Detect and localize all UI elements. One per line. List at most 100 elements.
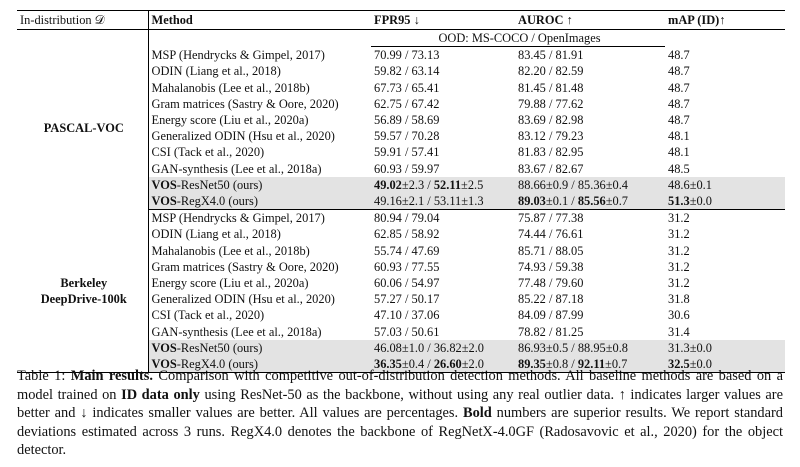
map-cell: 48.6±0.1 xyxy=(665,176,785,194)
table-row: CSI (Tack et al., 2020) 59.91 / 57.41 81… xyxy=(17,144,785,160)
auroc-cell: 83.45 / 81.91 xyxy=(518,48,584,63)
table-row: Mahalanobis (Lee et al., 2018b) 55.74 / … xyxy=(17,243,785,259)
fpr-cell: 60.06 / 54.97 xyxy=(374,276,440,291)
map-cell: 48.7 xyxy=(668,64,690,79)
caption-label: Table 1: xyxy=(17,368,66,384)
table-row: Generalized ODIN (Hsu et al., 2020) 59.5… xyxy=(17,128,785,144)
table-header-row: In-distribution 𝒟 Method FPR95 ↓ AUROC ↑… xyxy=(17,10,785,30)
table-row: Berkeley DeepDrive-100k MSP (Hendrycks &… xyxy=(17,209,785,374)
auroc-cell: 74.93 / 59.38 xyxy=(518,259,584,274)
method-cell: ODIN (Liang et al., 2018) xyxy=(151,227,281,242)
fpr-cell: 60.93 / 59.97 xyxy=(374,161,440,176)
fpr-cell: 56.89 / 58.69 xyxy=(374,113,440,128)
fpr-cell: 46.08±1.0 / 36.82±2.0 xyxy=(371,339,515,357)
map-cell: 48.1 xyxy=(668,145,690,160)
auroc-cell: 89.35±0.8 / 92.11±0.7 xyxy=(515,356,665,374)
auroc-cell: 75.87 / 77.38 xyxy=(518,211,584,226)
group-label-pascal-voc: PASCAL-VOC xyxy=(17,46,149,210)
auroc-cell: 88.66±0.9 / 85.36±0.4 xyxy=(515,176,665,194)
map-cell: 30.6 xyxy=(668,308,690,323)
caption-bold: ID data only xyxy=(121,386,200,403)
table-row: Mahalanobis (Lee et al., 2018b) 67.73 / … xyxy=(17,80,785,96)
map-cell: 48.5 xyxy=(668,161,690,176)
table-caption: Table 1: Main results. Comparison with c… xyxy=(17,367,783,460)
method-cell: MSP (Hendrycks & Gimpel, 2017) xyxy=(151,47,325,62)
header-in-distribution: In-distribution 𝒟 xyxy=(17,10,149,30)
map-cell: 48.7 xyxy=(668,96,690,111)
fpr-cell: 62.75 / 67.42 xyxy=(374,96,440,111)
table-row-ours: VOS-ResNet50 (ours) 49.02±2.3 / 52.11±2.… xyxy=(17,176,785,194)
auroc-cell: 83.12 / 79.23 xyxy=(518,129,584,144)
auroc-cell: 85.71 / 88.05 xyxy=(518,243,584,258)
caption-text: numbers are superior results. We report … xyxy=(17,405,783,459)
method-cell: Gram matrices (Sastry & Oore, 2020) xyxy=(151,259,339,274)
method-cell: VOS-RegX4.0 (ours) xyxy=(148,356,371,374)
header-method: Method xyxy=(148,10,371,30)
fpr-cell: 60.93 / 77.55 xyxy=(374,259,440,274)
auroc-cell: 83.67 / 82.67 xyxy=(518,161,584,176)
table-row-ours: VOS-RegX4.0 (ours) 49.16±2.1 / 53.11±1.3… xyxy=(17,193,785,211)
map-cell: 48.1 xyxy=(668,129,690,144)
fpr-cell: 59.91 / 57.41 xyxy=(374,145,440,160)
fpr-cell: 80.94 / 79.04 xyxy=(374,211,440,226)
auroc-cell: 81.45 / 81.48 xyxy=(518,80,584,95)
caption-title: Main results. xyxy=(70,368,154,384)
table-row: GAN-synthesis (Lee et al., 2018a) 60.93 … xyxy=(17,161,785,177)
table-row: GAN-synthesis (Lee et al., 2018a) 57.03 … xyxy=(17,324,785,340)
method-cell: Energy score (Liu et al., 2020a) xyxy=(151,276,309,291)
auroc-cell: 77.48 / 79.60 xyxy=(518,276,584,291)
fpr-cell: 62.85 / 58.92 xyxy=(374,227,440,242)
method-cell: CSI (Tack et al., 2020) xyxy=(151,308,265,323)
map-cell: 31.2 xyxy=(668,259,690,274)
method-cell: VOS-ResNet50 (ours) xyxy=(148,339,371,357)
table-row: Energy score (Liu et al., 2020a) 60.06 /… xyxy=(17,275,785,291)
method-cell: Energy score (Liu et al., 2020a) xyxy=(151,113,309,128)
ood-label: OOD: MS-COCO / OpenImages xyxy=(371,29,665,48)
header-auroc: AUROC ↑ xyxy=(515,10,665,30)
map-cell: 31.4 xyxy=(668,324,690,339)
group-label-line: Berkeley xyxy=(60,275,108,290)
map-cell: 31.2 xyxy=(668,276,690,291)
method-cell: VOS-ResNet50 (ours) xyxy=(148,176,371,194)
map-cell: 32.5±0.0 xyxy=(665,356,785,374)
auroc-cell: 81.83 / 82.95 xyxy=(518,145,584,160)
table-row: Energy score (Liu et al., 2020a) 56.89 /… xyxy=(17,112,785,128)
caption-text: Comparison with competitive out-of-distr… xyxy=(17,368,783,403)
table-row: ODIN (Liang et al., 2018) 59.82 / 63.14 … xyxy=(17,63,785,79)
fpr-cell: 70.99 / 73.13 xyxy=(374,48,440,63)
map-cell: 48.7 xyxy=(668,47,690,62)
fpr-cell: 59.82 / 63.14 xyxy=(374,64,440,79)
header-fpr95: FPR95 ↓ xyxy=(371,10,515,30)
fpr-cell: 55.74 / 47.69 xyxy=(374,243,440,258)
caption-bold: Bold xyxy=(463,405,492,422)
auroc-cell: 86.93±0.5 / 88.95±0.8 xyxy=(515,339,665,357)
map-cell: 31.2 xyxy=(668,211,690,226)
fpr-cell: 49.02±2.3 / 52.11±2.5 xyxy=(371,176,515,194)
ood-subheader-row: OOD: MS-COCO / OpenImages xyxy=(17,29,785,48)
fpr-cell: 47.10 / 37.06 xyxy=(374,308,440,323)
fpr-cell: 36.35±0.4 / 26.60±2.0 xyxy=(371,356,515,374)
table-row: PASCAL-VOC MSP (Hendrycks & Gimpel, 2017… xyxy=(17,46,785,210)
method-cell: Mahalanobis (Lee et al., 2018b) xyxy=(151,243,310,258)
fpr-cell: 57.27 / 50.17 xyxy=(374,292,440,307)
method-cell: GAN-synthesis (Lee et al., 2018a) xyxy=(151,324,322,339)
method-cell: Generalized ODIN (Hsu et al., 2020) xyxy=(151,129,335,144)
auroc-cell: 83.69 / 82.98 xyxy=(518,113,584,128)
fpr-cell: 59.57 / 70.28 xyxy=(374,129,440,144)
method-cell: Gram matrices (Sastry & Oore, 2020) xyxy=(151,96,339,111)
method-cell: Generalized ODIN (Hsu et al., 2020) xyxy=(151,292,335,307)
auroc-cell: 78.82 / 81.25 xyxy=(518,324,584,339)
map-cell: 31.2 xyxy=(668,227,690,242)
auroc-cell: 74.44 / 76.61 xyxy=(518,227,584,242)
auroc-cell: 85.22 / 87.18 xyxy=(518,292,584,307)
map-cell: 48.7 xyxy=(668,80,690,95)
method-cell: ODIN (Liang et al., 2018) xyxy=(151,64,281,79)
caption-text: using ResNet-50 as the backbone, without… xyxy=(17,386,783,422)
table-row: Gram matrices (Sastry & Oore, 2020) 62.7… xyxy=(17,96,785,112)
table-row-ours: VOS-RegX4.0 (ours) 36.35±0.4 / 26.60±2.0… xyxy=(17,356,785,374)
fpr-cell: 67.73 / 65.41 xyxy=(374,80,440,95)
group-label-bdd100k: Berkeley DeepDrive-100k xyxy=(17,209,149,374)
fpr-cell: 49.16±2.1 / 53.11±1.3 xyxy=(371,193,515,211)
header-map: mAP (ID)↑ xyxy=(665,10,785,30)
table-row: CSI (Tack et al., 2020) 47.10 / 37.06 84… xyxy=(17,307,785,323)
